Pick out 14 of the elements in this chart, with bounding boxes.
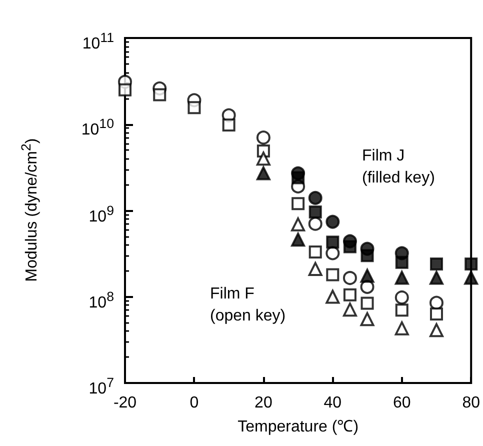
annotation: Film J (filled key) [362,148,435,186]
x-tick-label: 20 [254,394,272,412]
x-axis-title: Temperature (℃) [238,418,359,436]
x-tick-label: -20 [113,394,137,412]
y-tick-label: 10$^{8}$ [88,288,114,314]
x-tick-label: 80 [462,394,480,412]
y-tick-label: 10$^{7}$ [88,374,114,400]
annotation: Film F (open key) [210,286,286,324]
y-tick-label: 10$^{11}$ [82,29,114,54]
y-tick-label: 10$^{10}$ [81,115,114,141]
x-tick-label: 60 [392,394,411,412]
x-tick-label: 40 [324,394,342,412]
x-tick-label: 0 [190,394,199,412]
y-tick-label: 10$^{9}$ [88,202,114,227]
